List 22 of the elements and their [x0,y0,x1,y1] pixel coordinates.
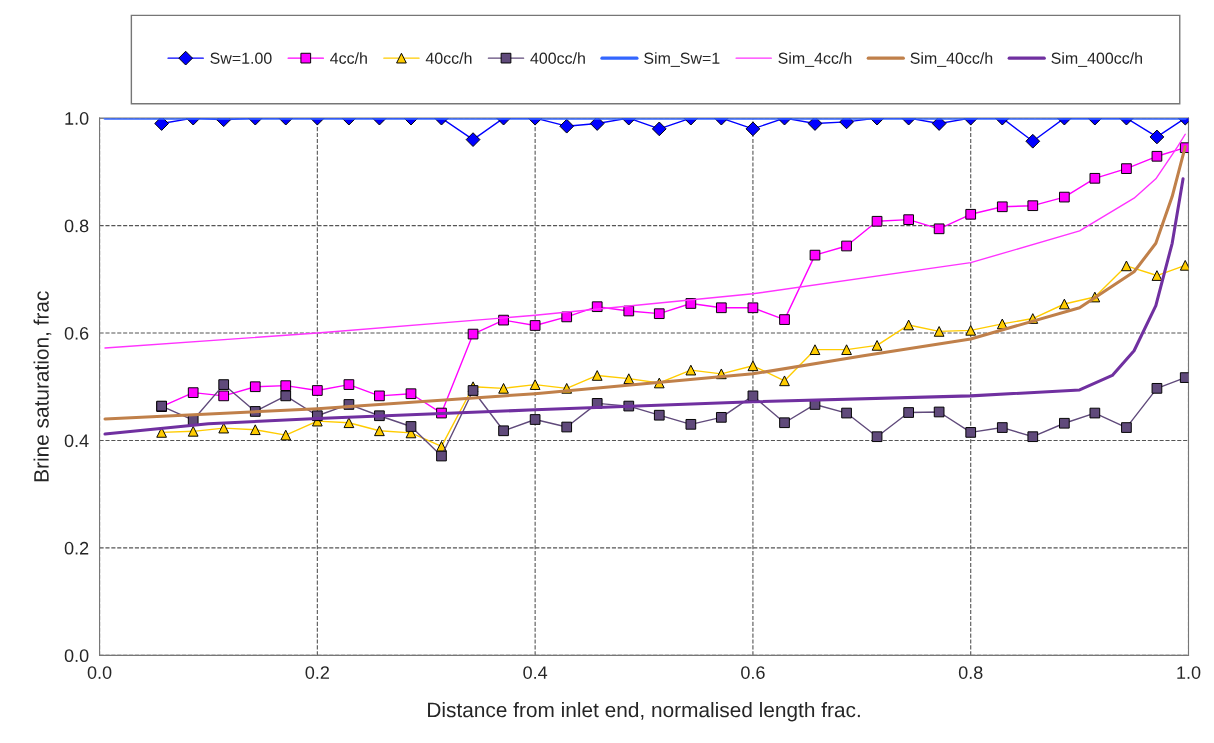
x-tick-label: 0.4 [523,666,548,680]
y-tick-label: 0.6 [64,326,89,340]
x-tick-label: 0.6 [741,666,765,680]
y-tick-label: 0.0 [64,649,89,663]
legend-label: Sim_4cc/h [778,52,852,67]
x-tick-label: 0.8 [958,666,983,680]
legend-label: Sw=1.00 [210,52,272,64]
x-tick-label: 1.0 [1177,666,1201,680]
legend-label: 40cc/h [425,52,472,64]
x-axis-title: Distance from inlet end, normalised length frac. [428,702,860,722]
y-tick-label: 0.8 [64,219,89,233]
legend-label: 4cc/h [330,52,367,64]
legend-label: Sim_40cc/h [910,52,993,67]
legend-label: Sim_Sw=1 [644,52,720,67]
x-tick-label: 0.0 [87,666,112,680]
legend-label: Sim_400cc/h [1051,52,1142,67]
x-tick-label: 0.2 [305,666,329,680]
legend-label: 400cc/h [530,52,585,64]
y-tick-label: 1.0 [65,112,89,125]
y-tick-label: 0.4 [64,434,89,448]
y-tick-label: 0.2 [64,541,89,555]
y-axis-title: Brine saturation, frac [33,291,52,482]
